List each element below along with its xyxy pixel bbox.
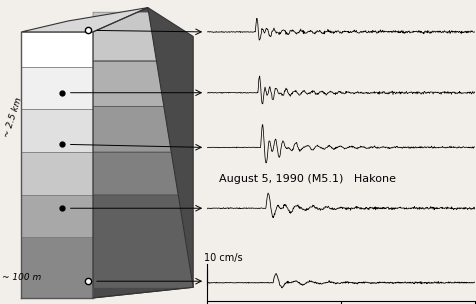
Polygon shape xyxy=(21,237,93,298)
Polygon shape xyxy=(21,32,93,67)
Polygon shape xyxy=(21,195,93,237)
Polygon shape xyxy=(93,195,193,287)
Polygon shape xyxy=(21,109,93,152)
Polygon shape xyxy=(93,152,178,195)
Text: ~ 2.5 km: ~ 2.5 km xyxy=(2,96,24,139)
Text: ~ 100 m: ~ 100 m xyxy=(2,273,41,282)
Polygon shape xyxy=(93,8,193,298)
Polygon shape xyxy=(93,106,171,152)
Text: August 5, 1990 (M5.1)   Hakone: August 5, 1990 (M5.1) Hakone xyxy=(219,174,396,185)
Text: 10 cm/s: 10 cm/s xyxy=(204,253,242,263)
Polygon shape xyxy=(21,67,93,109)
Polygon shape xyxy=(21,8,148,32)
Polygon shape xyxy=(21,152,93,195)
Polygon shape xyxy=(93,61,164,106)
Polygon shape xyxy=(93,12,156,61)
